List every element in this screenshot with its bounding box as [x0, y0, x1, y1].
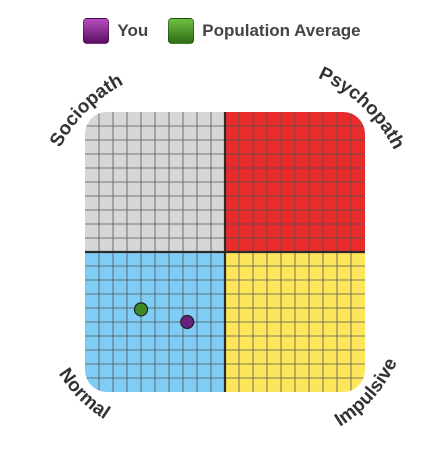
legend-label-you: You	[117, 21, 149, 40]
point-population-average	[133, 302, 149, 317]
legend-item-you: You	[83, 18, 148, 44]
you-swatch	[83, 18, 110, 44]
plot-area	[85, 112, 365, 392]
legend-label-population-average: Population Average	[202, 21, 361, 40]
legend-item-population-average: Population Average	[168, 18, 361, 44]
population-average-swatch	[168, 18, 195, 44]
point-you	[180, 314, 195, 330]
legend: You Population Average	[0, 14, 444, 48]
axes	[85, 112, 365, 392]
data-points	[133, 302, 195, 330]
